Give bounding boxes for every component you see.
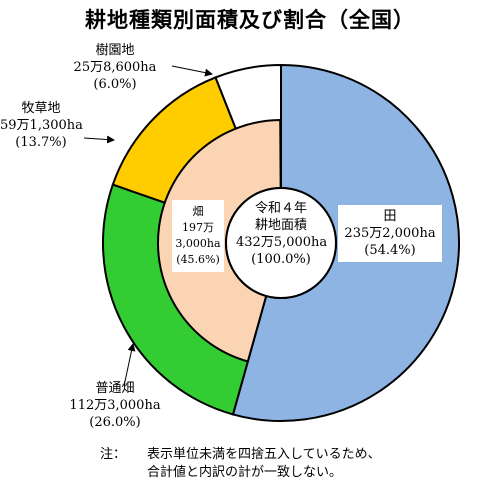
slice-label-area: 3,000ha (175, 237, 221, 250)
slice-label-name: 樹園地 (95, 43, 135, 58)
footnote-line: 表示単位未満を四捨五入しているため、 (147, 447, 381, 462)
leader-common-field (123, 343, 136, 387)
center-label: 令和４年 耕地面積 432万5,000ha (100.0%) (236, 200, 328, 268)
chart-title: 耕地種類別面積及び割合（全国） (85, 8, 415, 32)
slice-label-area: 25万8,600ha (73, 60, 157, 75)
center-label-line: 耕地面積 (254, 218, 307, 233)
slice-label-percent: (54.4%) (364, 243, 416, 258)
slice-label-common-field: 普通畑 112万3,000ha (26.0%) (60, 380, 170, 431)
leader-orchard (171, 65, 213, 77)
slice-label-name: 普通畑 (95, 381, 135, 396)
slice-label-field: 畑 197万 3,000ha (45.6%) (172, 200, 224, 272)
slice-label-area: 59万1,300ha (0, 118, 83, 133)
center-hole (225, 187, 337, 299)
footnote-line: 合計値と内訳の計が一致しない。 (147, 465, 343, 480)
slice-label-percent: (6.0%) (93, 77, 137, 92)
slice-label-percent: (45.6%) (176, 253, 220, 266)
slice-label-area: 235万2,000ha (344, 226, 436, 241)
slice-label-name: 畑 (192, 205, 204, 218)
leader-pasture (83, 135, 115, 144)
slice-label-orchard: 樹園地 25万8,600ha (6.0%) (60, 42, 170, 93)
center-label-line: 432万5,000ha (236, 235, 328, 250)
slice-label-pasture: 牧草地 59万1,300ha (13.7%) (0, 100, 83, 151)
center-label-line: (100.0%) (251, 252, 311, 267)
slice-label-rice: 田 235万2,000ha (54.4%) (338, 205, 442, 262)
slice-label-percent: (26.0%) (89, 415, 141, 430)
slice-label-area: 112万3,000ha (69, 398, 161, 413)
center-label-line: 令和４年 (254, 201, 307, 216)
slice-label-area: 197万 (182, 221, 214, 234)
footnote-prefix: 注： (100, 447, 127, 462)
slice-label-name: 田 (383, 209, 397, 224)
slice-label-percent: (13.7%) (15, 135, 67, 150)
slice-label-name: 牧草地 (21, 101, 61, 116)
